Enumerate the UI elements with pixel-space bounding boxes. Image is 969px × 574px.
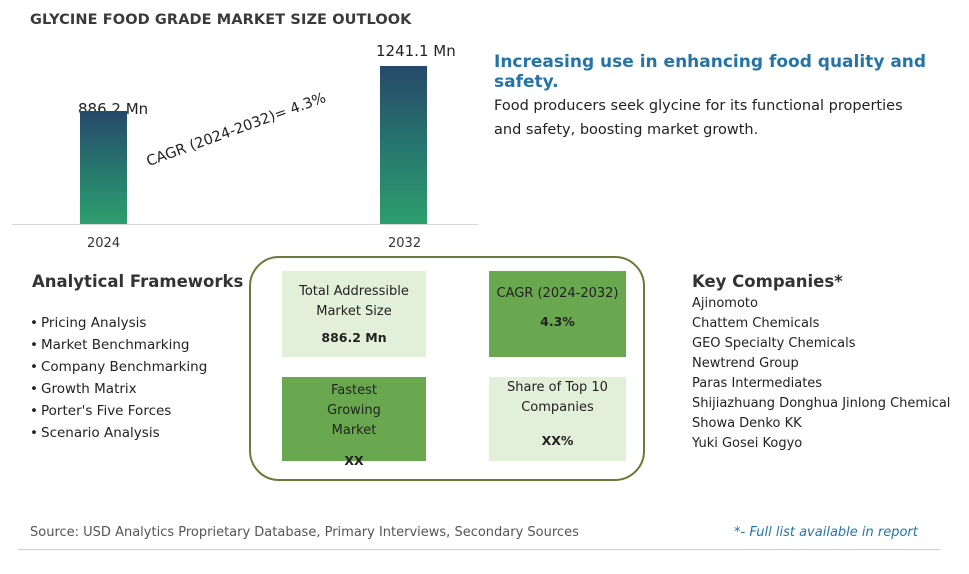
bar-value-label-2032: 1241.1 Mn <box>376 42 456 60</box>
list-item: • Growth Matrix <box>30 378 207 400</box>
list-item: • Porter's Five Forces <box>30 400 207 422</box>
stat-label: CAGR (2024-2032) <box>496 286 619 301</box>
footnote: *- Full list available in report <box>734 525 918 540</box>
companies-title: Key Companies* <box>692 272 843 291</box>
companies-list: Ajinomoto Chattem Chemicals GEO Specialt… <box>692 294 950 454</box>
stat-card-share: Share of Top 10 Companies XX% <box>489 377 626 461</box>
list-item: Chattem Chemicals <box>692 316 820 331</box>
list-item: • Pricing Analysis <box>30 312 207 334</box>
stat-card-fastest: Fastest Growing Market XX <box>282 377 426 468</box>
bullet-icon: • <box>30 315 38 331</box>
x-tick-2024: 2024 <box>87 236 121 251</box>
stat-card-cagr: CAGR (2024-2032) 4.3% <box>489 271 626 357</box>
description: Food producers seek glycine for its func… <box>494 98 903 138</box>
frameworks-list: • Pricing Analysis • Market Benchmarking •… <box>30 312 207 444</box>
list-item: Ajinomoto <box>692 296 758 311</box>
stat-value: XX% <box>541 433 574 448</box>
cagr-annotation: CAGR (2024-2032)= 4.3% <box>144 90 329 170</box>
list-item: Newtrend Group <box>692 356 799 371</box>
list-item: GEO Specialty Chemicals <box>692 336 856 351</box>
page-title: GLYCINE FOOD GRADE MARKET SIZE OUTLOOK <box>30 12 412 28</box>
list-item: • Company Benchmarking <box>30 356 207 378</box>
stat-label: Total Addressible Market Size <box>299 284 409 319</box>
stat-value: 4.3% <box>540 314 575 329</box>
stat-value: 886.2 Mn <box>321 330 387 345</box>
bar-2032 <box>380 66 427 224</box>
list-item: Yuki Gosei Kogyo <box>692 436 803 451</box>
bullet-icon: • <box>30 403 38 419</box>
stats-panel <box>249 256 645 481</box>
bullet-icon: • <box>30 381 38 397</box>
list-item: Shijiazhuang Donghua Jinlong Chemical <box>692 396 951 411</box>
list-item: Showa Denko KK <box>692 416 802 431</box>
bullet-icon: • <box>30 337 38 353</box>
list-item: • Scenario Analysis <box>30 422 207 444</box>
headline: Increasing use in enhancing food quality… <box>494 52 927 92</box>
source-note: Source: USD Analytics Proprietary Databa… <box>30 525 579 540</box>
bar-2024 <box>80 111 127 224</box>
bullet-icon: • <box>30 425 38 441</box>
stat-label: Fastest Growing Market <box>327 383 381 438</box>
stat-card-tam: Total Addressible Market Size 886.2 Mn <box>282 271 426 357</box>
frameworks-title: Analytical Frameworks <box>32 272 244 291</box>
chart-baseline <box>12 224 478 225</box>
bar-chart: 886.2 Mn 1241.1 Mn 2024 2032 CAGR (2024-… <box>0 0 480 260</box>
stat-label: Share of Top 10 Companies <box>507 380 608 415</box>
bullet-icon: • <box>30 359 38 375</box>
list-item: Paras Intermediates <box>692 376 823 391</box>
x-tick-2032: 2032 <box>388 236 422 251</box>
list-item: • Market Benchmarking <box>30 334 207 356</box>
footer-divider <box>18 549 940 550</box>
stat-value: XX <box>344 453 364 468</box>
